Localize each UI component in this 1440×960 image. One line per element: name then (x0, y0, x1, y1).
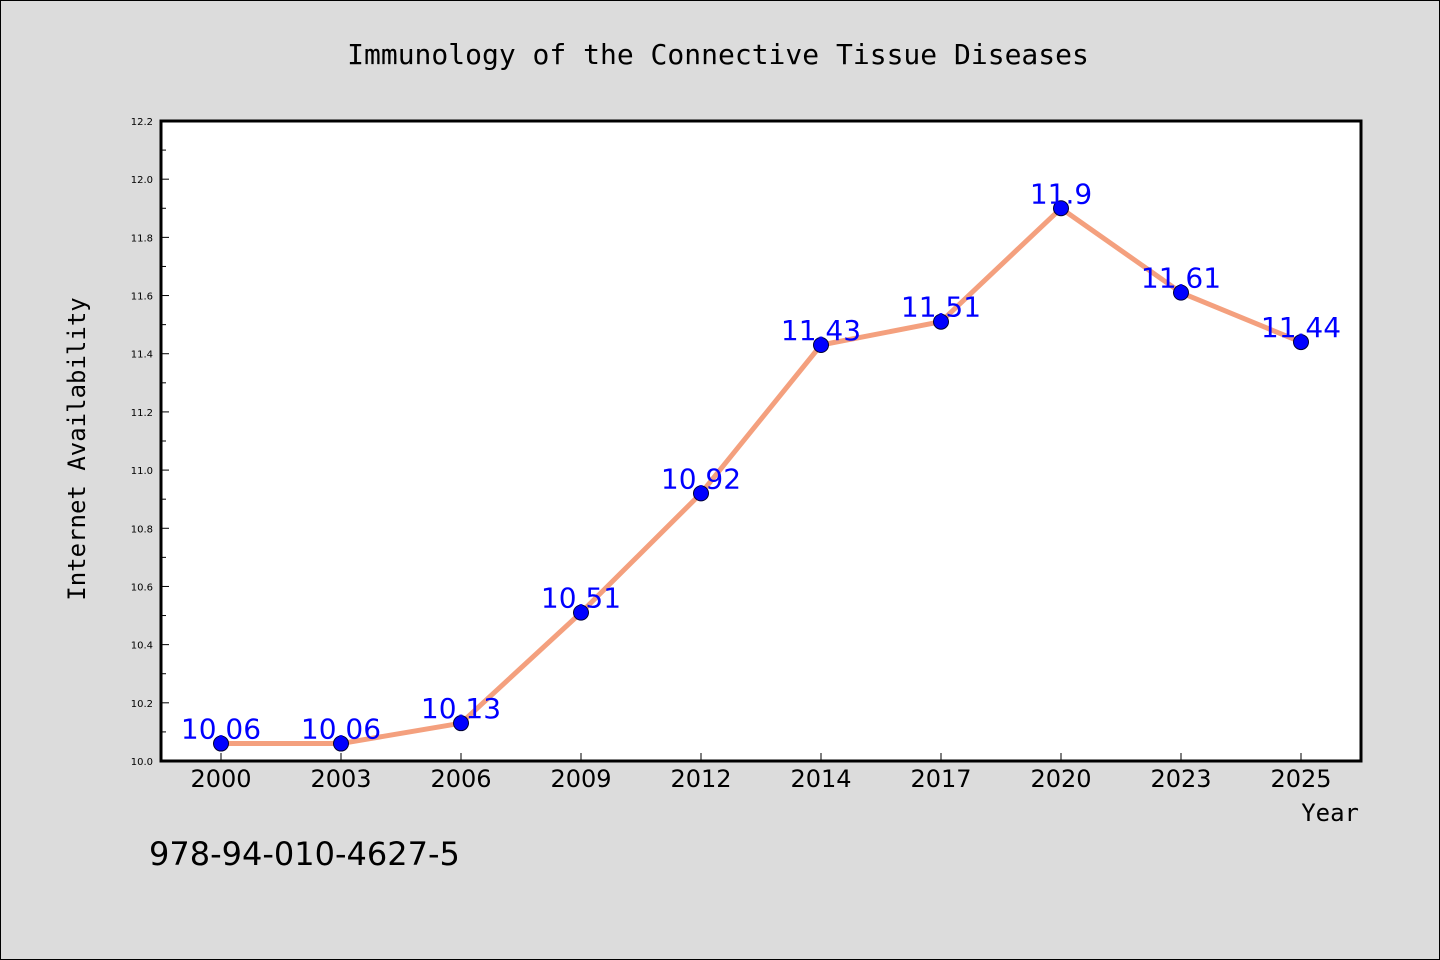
y-tick-label: 10.6 (131, 582, 153, 593)
data-label: 10.51 (541, 582, 621, 615)
data-point (813, 337, 829, 353)
x-axis-label: Year (1301, 799, 1359, 827)
x-tick-label: 2003 (310, 765, 371, 793)
y-axis-label: Internet Availability (63, 297, 91, 600)
y-tick-label: 11.8 (131, 233, 153, 244)
series-line (221, 205, 1302, 747)
x-tick-label: 2006 (430, 765, 491, 793)
data-point (1173, 284, 1189, 301)
x-tick-label: 2025 (1270, 765, 1331, 793)
data-label: 10.92 (661, 462, 741, 495)
y-axis-ticks: 10.0 10.2 10.4 10.6 10.8 11.0 11.2 11.4 11.6 11.8… (131, 117, 169, 768)
y-tick-label: 11.6 (131, 292, 153, 303)
y-tick-label: 10.4 (131, 641, 153, 652)
x-axis-ticks: 2000 2003 2006 2009 2012 2014 2017 2020 2023 2025 (190, 753, 1332, 793)
x-tick-label: 2017 (910, 765, 971, 793)
y-tick-label: 11.0 (131, 466, 153, 477)
data-point (573, 604, 589, 621)
plot-area (159, 119, 1363, 763)
data-labels: 10.06 10.06 10.13 10.51 10.92 11.43 11.51 11.9 1… (181, 177, 1341, 745)
data-label: 10.13 (421, 692, 501, 725)
data-point (1053, 200, 1069, 217)
data-label: 10.06 (301, 713, 381, 746)
data-point (933, 313, 949, 330)
x-tick-label: 2000 (190, 765, 251, 793)
y-tick-label: 10.0 (131, 757, 153, 768)
data-point (453, 715, 469, 732)
data-markers (213, 200, 1309, 752)
y-tick-label: 12.2 (131, 117, 153, 128)
data-label: 11.9 (1030, 177, 1092, 210)
y-tick-label: 11.2 (131, 408, 153, 419)
data-point (213, 735, 229, 752)
y-tick-label: 10.8 (131, 524, 153, 535)
y-tick-label: 11.4 (131, 350, 153, 361)
data-label: 10.06 (181, 713, 261, 746)
x-tick-label: 2020 (1030, 765, 1091, 793)
x-tick-label: 2012 (670, 765, 731, 793)
x-tick-label: 2023 (1150, 765, 1211, 793)
data-point (693, 485, 709, 502)
y-tick-label: 10.2 (131, 699, 153, 710)
data-point (1293, 334, 1309, 351)
x-tick-label: 2009 (550, 765, 611, 793)
data-label: 11.51 (901, 291, 981, 324)
data-label: 11.43 (781, 314, 861, 347)
x-tick-label: 2014 (790, 765, 851, 793)
data-label: 11.61 (1141, 262, 1221, 295)
y-tick-label: 12.0 (131, 175, 153, 186)
data-point (333, 735, 349, 752)
chart-title: Immunology of the Connective Tissue Dise… (347, 38, 1089, 71)
isbn-footnote: 978-94-010-4627-5 (149, 835, 460, 873)
data-label: 11.44 (1261, 311, 1341, 344)
